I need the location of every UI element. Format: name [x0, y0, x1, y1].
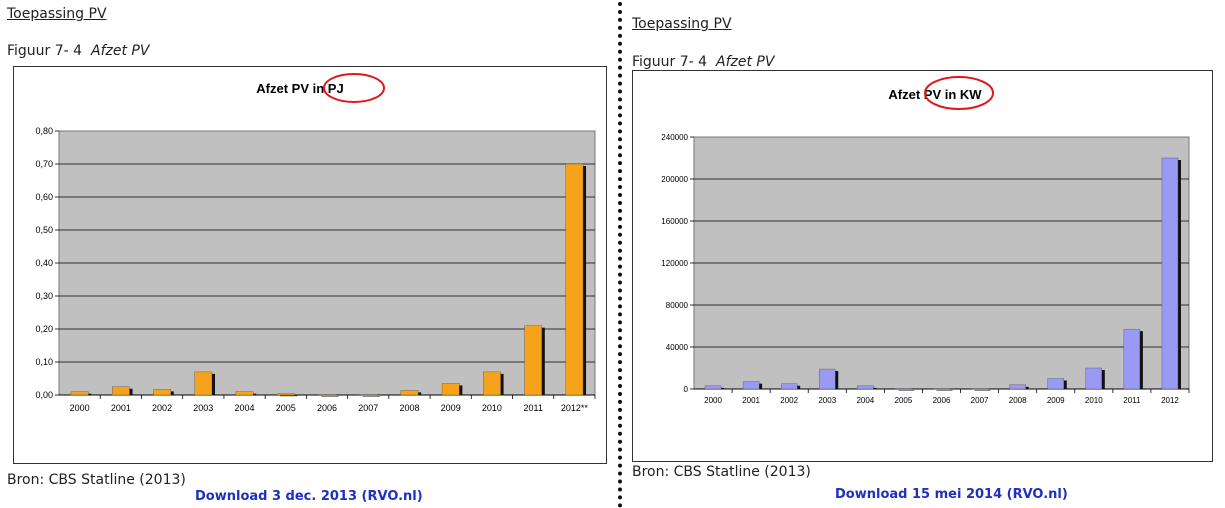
bar [1085, 367, 1103, 390]
bar [971, 388, 988, 390]
right-download-link[interactable]: Download 15 mei 2014 (RVO.nl) [835, 487, 1068, 502]
bar [704, 385, 722, 390]
highlight-ellipse [924, 76, 994, 110]
bar [1009, 384, 1026, 390]
y-tick-label: 80000 [666, 301, 689, 310]
bar [276, 393, 295, 396]
x-tick-label: 2009 [1047, 396, 1065, 405]
bar [483, 371, 501, 396]
bar [194, 371, 213, 396]
bar-shadow [898, 390, 915, 391]
chart-title-part: Afzet PV [256, 81, 309, 96]
right-figure-title: Afzet PV [716, 54, 775, 70]
bar [895, 388, 912, 390]
right-chart-frame: Afzet PV in KW 0 40000 80000 120000 160000 200… [632, 70, 1213, 462]
y-tick-label: 0 [684, 385, 689, 394]
chart-title: Afzet PV in KW [888, 87, 982, 102]
left-source: Bron: CBS Statline (2013) [7, 472, 186, 488]
x-tick-label: 2012** [561, 403, 589, 413]
left-section-title: Toepassing PV [7, 6, 107, 22]
highlight-ellipse [323, 73, 385, 103]
y-tick-label: 240000 [661, 133, 688, 142]
x-tick-label: 2007 [358, 403, 378, 413]
y-tick-label: 0,20 [35, 324, 53, 334]
x-tick-label: 2007 [971, 396, 989, 405]
y-tick-label: 200000 [661, 175, 688, 184]
bar [933, 388, 950, 390]
left-figure-title: Afzet PV [91, 43, 150, 59]
chart-title-unit: in KW [941, 87, 982, 102]
x-tick-label: 2006 [317, 403, 337, 413]
x-tick-label: 2011 [523, 403, 542, 413]
bar-shadow [362, 396, 380, 397]
x-tick-label: 2000 [704, 396, 722, 405]
x-tick-label: 2002 [780, 396, 798, 405]
bar [153, 389, 171, 396]
bar [318, 394, 336, 396]
x-tick-label: 2001 [742, 396, 760, 405]
chart-title-unit: in PJ [309, 81, 344, 96]
y-tick-label: 40000 [666, 343, 689, 352]
x-tick-label: 2008 [1009, 396, 1027, 405]
bar [565, 163, 584, 396]
x-tick-label: 2002 [152, 403, 172, 413]
x-tick-label: 2008 [399, 403, 419, 413]
chart-title: Afzet PV in PJ [256, 81, 343, 96]
y-tick-label: 0,50 [35, 225, 53, 235]
y-tick-label: 0,60 [35, 192, 53, 202]
x-tick-label: 2000 [70, 403, 90, 413]
bar [1161, 157, 1179, 390]
chart-title-part: Afzet PV [888, 87, 941, 102]
x-tick-label: 2004 [235, 403, 255, 413]
x-tick-label: 2004 [856, 396, 874, 405]
right-figure-label: Figuur 7- 4 [632, 54, 708, 70]
y-tick-label: 160000 [661, 217, 688, 226]
y-tick-label: 0,80 [35, 126, 53, 136]
left-figure-label: Figuur 7- 4 [7, 43, 83, 59]
x-tick-label: 2005 [895, 396, 913, 405]
bar [359, 394, 378, 396]
right-section-title: Toepassing PV [632, 16, 732, 32]
y-tick-label: 120000 [661, 259, 688, 268]
y-tick-label: 0,00 [35, 390, 53, 400]
bar [819, 368, 836, 390]
bar [400, 390, 419, 396]
bar [111, 386, 130, 396]
bar-shadow [936, 390, 953, 391]
bar [780, 383, 798, 390]
x-tick-label: 2003 [193, 403, 213, 413]
bar [857, 385, 874, 390]
left-figure-caption: Figuur 7- 4 Afzet PV [7, 43, 149, 59]
bar-shadow [974, 390, 991, 391]
right-source: Bron: CBS Statline (2013) [632, 464, 811, 480]
bar-shadow [321, 396, 339, 397]
x-tick-label: 2010 [1085, 396, 1103, 405]
bar [1123, 328, 1141, 390]
left-chart: Afzet PV in PJ 0,00 0,10 0,20 0,30 0,40 0,50 0,… [35, 73, 596, 413]
y-tick-label: 0,70 [35, 159, 53, 169]
x-tick-label: 2011 [1123, 396, 1141, 405]
bar [742, 381, 760, 390]
x-tick-label: 2012 [1161, 396, 1179, 405]
section-divider [618, 2, 622, 508]
right-figure-caption: Figuur 7- 4 Afzet PV [632, 54, 774, 70]
bar-shadow [280, 395, 298, 397]
x-tick-label: 2010 [482, 403, 502, 413]
x-tick-label: 2006 [933, 396, 951, 405]
right-chart: Afzet PV in KW 0 40000 80000 120000 160000 200… [661, 76, 1190, 405]
x-tick-label: 2001 [111, 403, 131, 413]
x-tick-label: 2003 [818, 396, 836, 405]
left-chart-frame: Afzet PV in PJ 0,00 0,10 0,20 0,30 0,40 0,50 0,… [13, 66, 607, 464]
bar [524, 325, 543, 396]
bar [1047, 378, 1064, 390]
x-tick-label: 2009 [441, 403, 461, 413]
y-tick-label: 0,40 [35, 258, 53, 268]
bar [70, 391, 89, 396]
bar [235, 391, 254, 396]
left-download-link[interactable]: Download 3 dec. 2013 (RVO.nl) [195, 489, 423, 504]
bar [441, 383, 460, 396]
y-tick-label: 0,10 [35, 357, 53, 367]
y-tick-label: 0,30 [35, 291, 53, 301]
x-tick-label: 2005 [276, 403, 296, 413]
